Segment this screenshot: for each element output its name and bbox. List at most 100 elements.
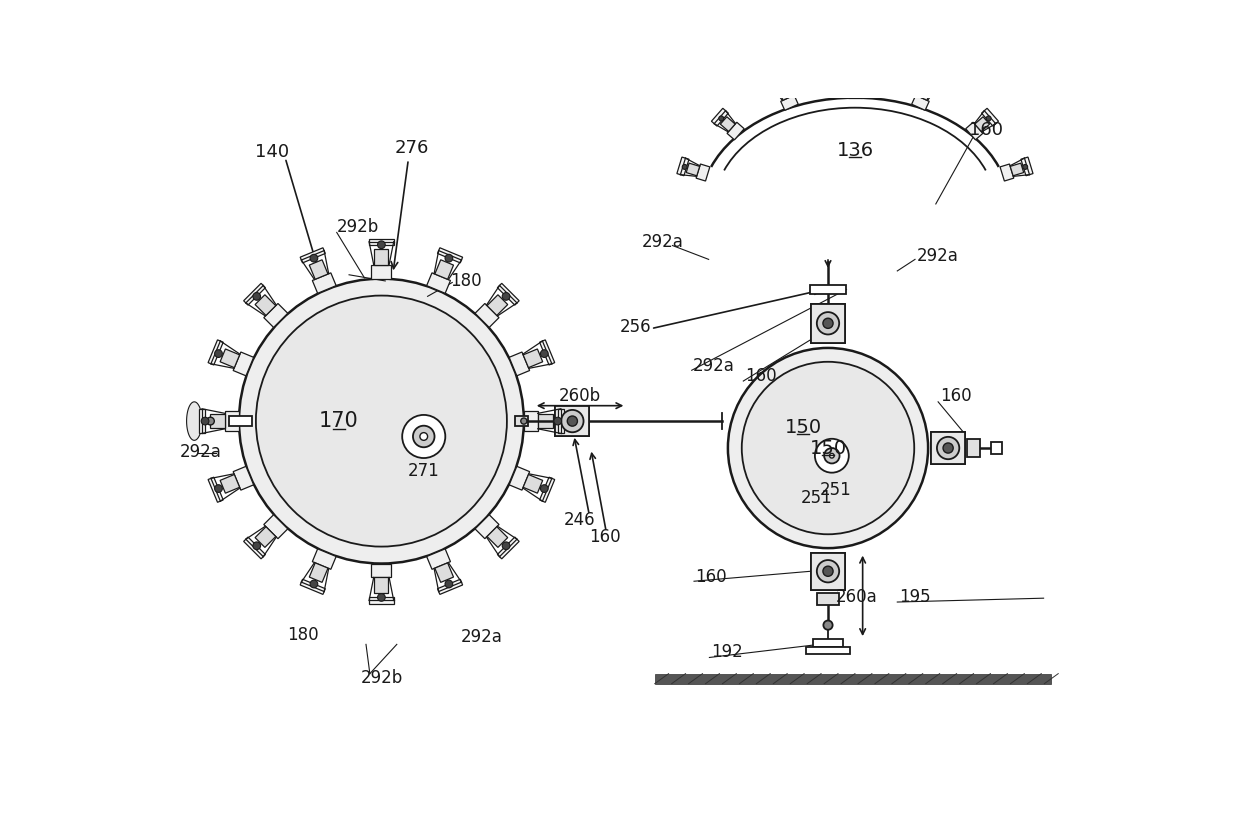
Polygon shape <box>686 163 699 176</box>
Circle shape <box>310 580 317 588</box>
Text: 276: 276 <box>396 138 429 157</box>
Circle shape <box>554 418 562 425</box>
Polygon shape <box>309 260 329 279</box>
Text: 260b: 260b <box>559 387 601 405</box>
Polygon shape <box>523 475 543 493</box>
Text: 192: 192 <box>711 643 743 661</box>
Text: 170: 170 <box>319 411 358 431</box>
Circle shape <box>502 542 510 549</box>
Circle shape <box>926 83 931 88</box>
Polygon shape <box>475 304 498 327</box>
Polygon shape <box>210 414 226 428</box>
Text: 150: 150 <box>810 439 847 457</box>
Polygon shape <box>255 527 275 547</box>
Polygon shape <box>243 537 265 559</box>
Bar <box>811 553 844 589</box>
Polygon shape <box>779 86 792 100</box>
Text: 180: 180 <box>450 272 482 290</box>
Polygon shape <box>427 273 450 293</box>
Circle shape <box>310 254 317 262</box>
Polygon shape <box>523 349 543 368</box>
Polygon shape <box>438 247 463 263</box>
Polygon shape <box>558 409 564 433</box>
Text: 292a: 292a <box>460 628 502 646</box>
Polygon shape <box>435 562 454 582</box>
Text: 195: 195 <box>899 588 930 606</box>
Bar <box>806 646 849 654</box>
Circle shape <box>817 560 839 582</box>
Circle shape <box>830 453 835 458</box>
Circle shape <box>823 567 833 576</box>
Text: 292a: 292a <box>180 443 222 461</box>
Polygon shape <box>370 597 394 603</box>
Polygon shape <box>720 116 735 132</box>
Polygon shape <box>1021 157 1033 176</box>
Circle shape <box>1023 164 1028 169</box>
Text: 160: 160 <box>589 527 620 545</box>
Text: 251: 251 <box>801 489 832 507</box>
Circle shape <box>779 83 784 88</box>
Bar <box>817 593 838 605</box>
Polygon shape <box>1011 163 1024 176</box>
Circle shape <box>215 484 222 492</box>
Text: 140: 140 <box>255 142 289 160</box>
Polygon shape <box>851 77 859 88</box>
Polygon shape <box>727 122 744 140</box>
Polygon shape <box>539 340 554 365</box>
Text: 136: 136 <box>837 141 873 160</box>
Polygon shape <box>372 265 392 278</box>
Text: 292b: 292b <box>337 218 379 236</box>
Circle shape <box>817 312 839 335</box>
Circle shape <box>445 580 453 588</box>
Bar <box>991 442 1002 454</box>
Polygon shape <box>918 86 931 100</box>
Text: 292a: 292a <box>916 247 959 265</box>
Polygon shape <box>510 466 529 490</box>
Circle shape <box>541 350 548 357</box>
Polygon shape <box>523 411 538 431</box>
Polygon shape <box>497 537 520 559</box>
Text: 160: 160 <box>940 387 971 405</box>
Text: 150: 150 <box>785 418 822 437</box>
Circle shape <box>239 278 523 563</box>
Circle shape <box>402 415 445 458</box>
Circle shape <box>823 318 833 328</box>
Polygon shape <box>975 116 990 132</box>
Circle shape <box>521 418 527 424</box>
Polygon shape <box>911 95 929 111</box>
Polygon shape <box>221 475 239 493</box>
Polygon shape <box>312 549 336 569</box>
Polygon shape <box>226 411 239 431</box>
Text: 256: 256 <box>620 318 652 336</box>
Polygon shape <box>497 283 520 305</box>
Text: 160: 160 <box>696 567 727 585</box>
Bar <box>655 674 1052 684</box>
Polygon shape <box>264 514 288 539</box>
Text: 260a: 260a <box>836 588 878 606</box>
Polygon shape <box>233 352 254 376</box>
Circle shape <box>815 439 849 473</box>
Circle shape <box>682 164 687 169</box>
Text: 271: 271 <box>408 462 440 480</box>
Polygon shape <box>208 340 223 365</box>
Polygon shape <box>920 77 939 90</box>
Polygon shape <box>243 283 265 305</box>
Bar <box>812 639 843 646</box>
Polygon shape <box>372 563 392 577</box>
Polygon shape <box>255 295 275 316</box>
Polygon shape <box>847 68 863 76</box>
Polygon shape <box>712 108 728 126</box>
Polygon shape <box>487 527 507 547</box>
Polygon shape <box>982 108 998 126</box>
Polygon shape <box>300 247 325 263</box>
Bar <box>810 285 847 294</box>
Polygon shape <box>771 77 790 90</box>
Circle shape <box>201 418 208 425</box>
Text: 180: 180 <box>286 626 319 644</box>
Polygon shape <box>966 122 983 140</box>
Polygon shape <box>208 477 223 502</box>
Bar <box>811 304 844 343</box>
Text: 292b: 292b <box>361 669 403 687</box>
Circle shape <box>728 348 928 548</box>
Circle shape <box>567 416 578 427</box>
